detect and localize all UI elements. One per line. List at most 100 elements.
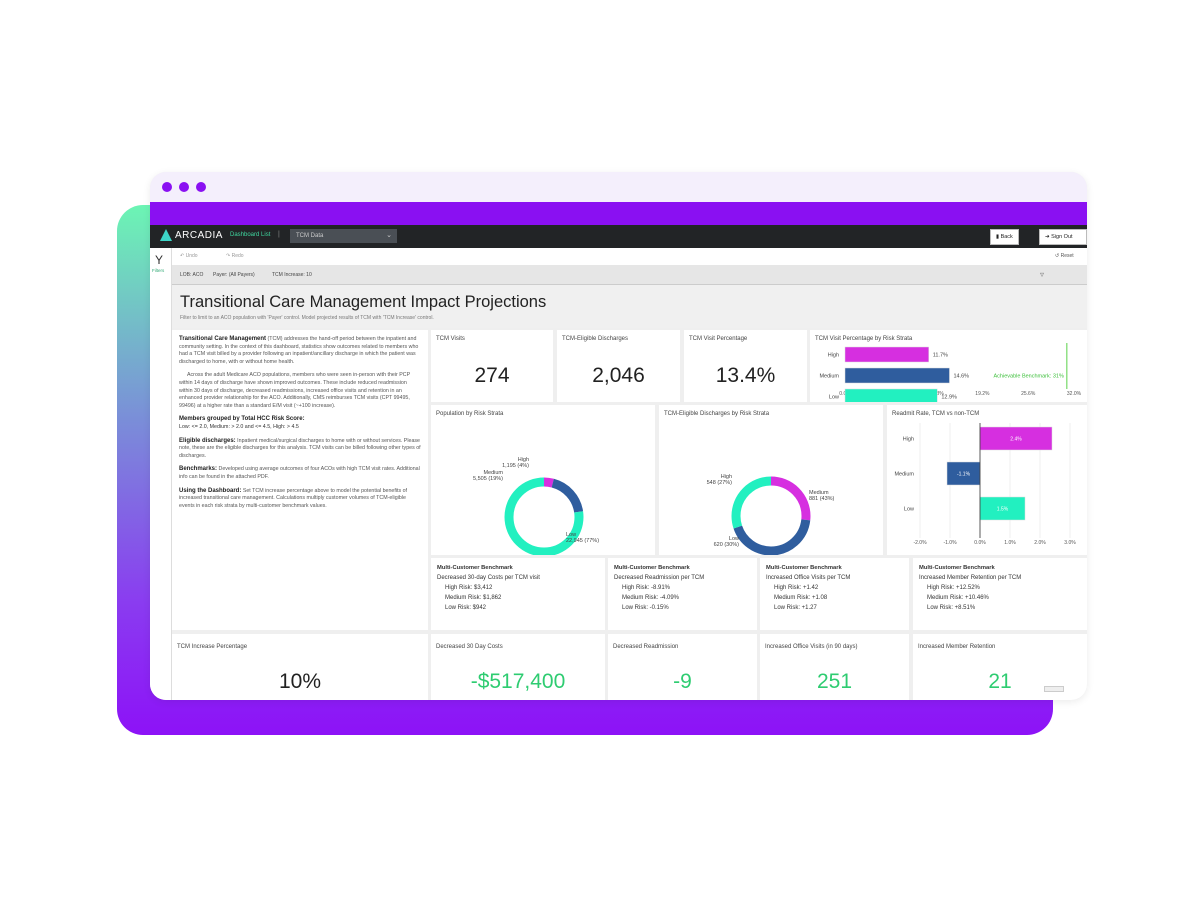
info-heading: Using the Dashboard: [179,487,242,494]
tick-label: -1.0% [943,540,957,546]
category-label: Low [904,507,914,513]
benchmark-high: High Risk: +1.42 [774,585,819,591]
kpi-value: 274 [474,364,510,387]
back-button[interactable]: ▮ Back [990,229,1019,245]
redo-button[interactable]: ↷ Redo [226,253,244,259]
donut-slice-low [504,477,584,555]
chart-title: Readmit Rate, TCM vs non-TCM [892,411,980,417]
info-text: Set TCM increase percentage above to mod… [179,487,408,509]
card-label: Increased Office Visits (in 90 days) [765,644,858,650]
tick-label: 19.2% [975,391,990,397]
kpi-card-tcm-visits: TCM Visits 274 [431,330,553,402]
category-label: High [828,353,839,359]
title-area: Transitional Care Management Impact Proj… [172,285,1087,328]
data-label: 1.5% [997,507,1009,513]
slice-category: Low [566,532,576,538]
info-paragraph: Members grouped by Total HCC Risk Score:… [179,416,421,431]
bar-low [844,388,938,402]
benchmark-low: Low Risk: $942 [445,605,487,611]
benchmark-medium: Medium Risk: +10.46% [927,595,989,601]
chart-visit-pct-by-strata: TCM Visit Percentage by Risk Strata 0.0%… [810,330,1087,402]
info-text: (TCM) addresses the hand-off period betw… [179,336,419,365]
benchmark-subtitle: Decreased Readmission per TCM [614,575,705,581]
benchmark-low: Low Risk: +8.51% [927,605,976,611]
filter-tcm-increase[interactable]: TCM Increase: 10 [272,272,312,278]
filter-panel-toggle[interactable]: Y Filters [150,248,172,700]
tick-label: 25.6% [1021,391,1036,397]
back-label: Back [1000,234,1013,240]
filter-bar[interactable]: LOB: ACO Payer: (All Payers) TCM Increas… [172,265,1087,285]
slice-label: 881 (43%) [809,496,835,502]
filter-icon: Y [155,253,164,267]
dashboard-list-link[interactable]: Dashboard List [230,232,271,238]
result-card-readmission: Decreased Readmission -9 [608,634,757,700]
benchmark-title: Multi-Customer Benchmark [919,565,995,571]
info-text: Low: <= 2.0, Medium: > 2.0 and <= 4.5, H… [179,423,299,430]
bar-chart: 0.0%6.4%12.8%19.2%25.6%32.0%High11.7%Med… [819,343,1082,402]
redo-label: Redo [231,253,244,259]
info-text: Across the adult Medicare ACO population… [179,372,411,409]
logo-text: ARCADIA [175,229,223,241]
chart-title: Population by Risk Strata [436,411,504,417]
chart-discharges-by-strata: TCM-Eligible Discharges by Risk Strata H… [659,405,883,555]
window-dot [196,182,206,192]
chevron-down-icon: ⌄ [386,232,392,239]
reset-button[interactable]: ↺ Reset [1055,253,1074,259]
card-value: -9 [673,670,692,693]
benchmark-card: Multi-Customer Benchmark Increased Office… [760,558,909,630]
dashboard-select-value: TCM Data [296,233,324,239]
attachment-icon[interactable] [1044,686,1064,692]
info-paragraph: Transitional Care Management (TCM) addre… [179,336,421,366]
window-dot [179,182,189,192]
benchmark-subtitle: Increased Office Visits per TCM [766,575,851,581]
data-label: -1.1% [957,472,971,478]
benchmark-subtitle: Decreased 30-day Costs per TCM visit [437,575,540,581]
filter-payer[interactable]: Payer: (All Payers) [213,272,255,278]
chart-population-by-strata: Population by Risk Strata High 1,195 (4%)… [431,405,655,555]
result-card-office-visits: Increased Office Visits (in 90 days) 251 [760,634,909,700]
filter-expand-icon[interactable]: ▿ [1040,270,1045,279]
card-label: Decreased 30 Day Costs [436,644,503,650]
chart-title: TCM Visit Percentage by Risk Strata [815,336,913,342]
result-card-costs: Decreased 30 Day Costs -$517,400 [431,634,605,700]
benchmark-low: Low Risk: -0.15% [622,605,669,611]
benchmark-label: Achievable Benchmark: 31% [994,374,1064,380]
kpi-label: TCM Visit Percentage [689,336,748,342]
tick-label: 32.0% [1067,391,1082,397]
info-paragraph: Benchmarks: Developed using average outc… [179,466,421,481]
tick-label: -2.0% [913,540,927,546]
accent-stripe [150,202,1087,225]
filter-lob[interactable]: LOB: ACO [180,272,204,278]
info-text: Developed using average outcomes of four… [179,466,420,480]
page-title: Transitional Care Management Impact Proj… [180,293,547,311]
reset-label: Reset [1060,253,1074,259]
undo-button[interactable]: ↶ Undo [180,253,198,259]
sign-out-label: Sign Out [1051,234,1073,240]
kpi-value: 13.4% [715,364,776,387]
slice-category: High [721,474,732,480]
tcm-increase-card: TCM Increase Percentage 10% [172,634,428,700]
kpi-card-visit-percentage: TCM Visit Percentage 13.4% [684,330,807,402]
slice-label: 548 (27%) [707,480,733,486]
window-chrome [150,172,1087,202]
benchmark-card: Multi-Customer Benchmark Increased Member… [913,558,1087,630]
info-panel: Transitional Care Management (TCM) addre… [172,330,428,630]
app-header: ARCADIA Dashboard List | TCM Data ⌄ ▮ Bac… [150,225,1087,248]
category-label: Medium [819,374,839,380]
arcadia-logo[interactable]: ARCADIA [160,229,223,241]
benchmark-medium: Medium Risk: -4.09% [622,595,680,601]
benchmark-title: Multi-Customer Benchmark [437,565,513,571]
sign-out-button[interactable]: ➜ Sign Out [1039,229,1087,245]
undo-label: Undo [185,253,198,259]
chart-readmit-rate: Readmit Rate, TCM vs non-TCM -2.0% -1.0% 0… [887,405,1087,555]
tick-label: 1.0% [1004,540,1016,546]
dashboard-select[interactable]: TCM Data ⌄ [290,229,397,243]
bar-medium [844,367,950,384]
tick-label: 0.0% [974,540,986,546]
info-heading: Transitional Care Management [179,336,267,342]
category-label: Low [829,395,839,401]
chart-title: TCM-Eligible Discharges by Risk Strata [664,411,770,417]
benchmark-card: Multi-Customer Benchmark Decreased Readmi… [608,558,757,630]
